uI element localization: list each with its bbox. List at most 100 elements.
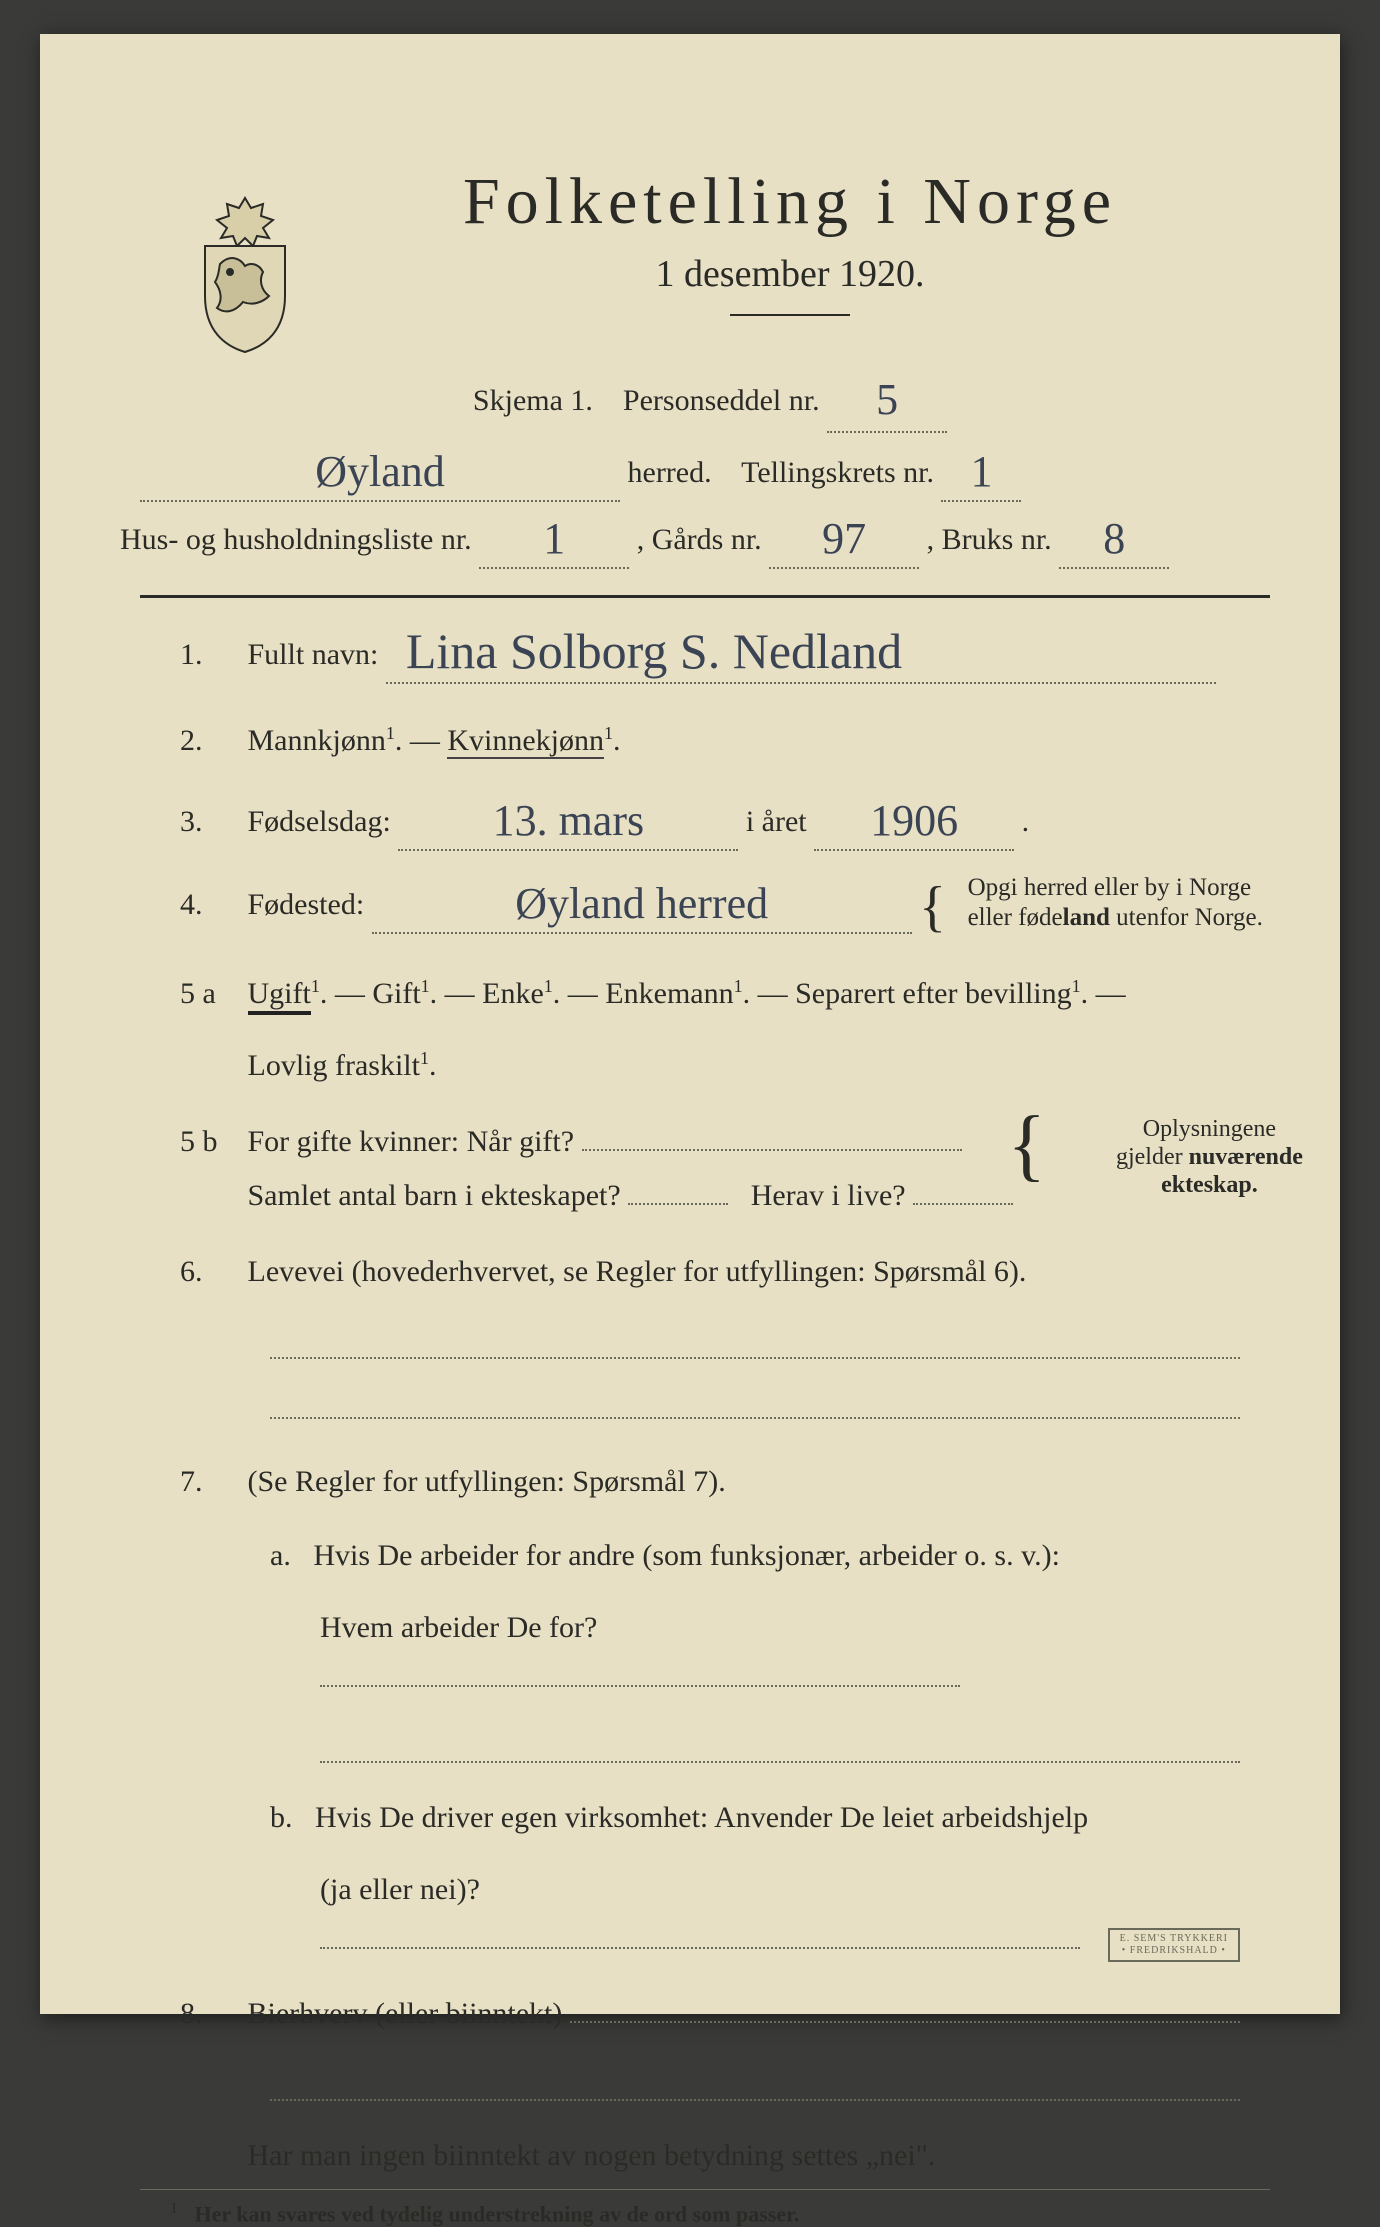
q7b-num: b. <box>270 1801 293 1834</box>
q5b-label-b: Samlet antal barn i ekteskapet? <box>248 1179 621 1212</box>
q4-row: 4. Fødested: Øyland herred { Opgi herred… <box>180 873 1240 937</box>
footer-text1: Har man ingen biinntekt av nogen betydni… <box>248 2139 936 2172</box>
q6-blank-2 <box>270 1399 1240 1419</box>
q4-label: Fødested: <box>248 888 365 921</box>
q7a-text2: Hvem arbeider De for? <box>320 1611 597 1644</box>
q6-row: 6. Levevei (hovederhvervet, se Regler fo… <box>180 1245 1240 1299</box>
q1-label: Fullt navn: <box>248 638 379 671</box>
q2-num: 2. <box>180 714 240 768</box>
q3-num: 3. <box>180 795 240 849</box>
q5b-num: 5 b <box>180 1115 240 1169</box>
q5a-d3: . — <box>553 977 606 1010</box>
gards-nr-value: 97 <box>822 512 866 566</box>
q2-sup-a: 1 <box>386 723 395 743</box>
q5a-sup6: 1 <box>420 1048 429 1068</box>
bruks-nr-field: 8 <box>1059 508 1169 569</box>
q5b-note-a: Oplysningene <box>1143 1116 1276 1142</box>
q7-num: 7. <box>180 1455 240 1509</box>
q5b-live-field <box>913 1203 1013 1205</box>
q7b-row: b. Hvis De driver egen virksomhet: Anven… <box>270 1793 1240 1843</box>
form-title: Folketelling i Norge <box>280 164 1300 240</box>
q5a-separert: Separert efter bevilling <box>795 977 1072 1010</box>
tellingskrets-label: Tellingskrets nr. <box>741 456 934 489</box>
q5a-sup1: 1 <box>311 976 320 996</box>
printer-stamp: E. SEM'S TRYKKERI • FREDRIKSHALD • <box>1108 1928 1240 1962</box>
hus-nr-field: 1 <box>479 508 629 569</box>
q8-field <box>570 2021 1240 2023</box>
q5a-enke: Enke <box>482 977 544 1010</box>
q3-label: Fødselsdag: <box>248 805 391 838</box>
q2-sup-b: 1 <box>604 723 613 743</box>
q8-row: 8. Bierhverv (eller biinntekt) <box>180 1987 1240 2041</box>
q2-mannkjonn: Mannkjønn <box>248 724 386 757</box>
personseddel-label: Personseddel nr. <box>623 384 820 417</box>
tellingskrets-field: 1 <box>941 441 1021 502</box>
q4-field: Øyland herred <box>372 873 912 934</box>
footnote-sup: 1 <box>170 2200 178 2217</box>
form-body: Folketelling i Norge 1 desember 1920. Sk… <box>120 104 1300 1994</box>
printer-b: • FREDRIKSHALD • <box>1122 1945 1226 1956</box>
skjema-label: Skjema 1. <box>473 384 593 417</box>
q3-year-field: 1906 <box>814 790 1014 851</box>
q4-note-a: Opgi herred eller by i Norge <box>968 874 1251 901</box>
q5a-d4: . — <box>743 977 796 1010</box>
q5b-gift-field <box>582 1149 962 1151</box>
q1-row: 1. Fullt navn: Lina Solborg S. Nedland <box>180 620 1240 684</box>
hus-nr-value: 1 <box>543 512 565 566</box>
q7a-num: a. <box>270 1539 291 1572</box>
q7b-text2: (ja eller nei)? <box>320 1873 480 1906</box>
q7a-row2: Hvem arbeider De for? <box>320 1603 1240 1703</box>
census-form-page: Folketelling i Norge 1 desember 1920. Sk… <box>40 34 1340 2014</box>
q5a-row2: Lovlig fraskilt1. <box>180 1031 1240 1093</box>
gards-label: , Gårds nr. <box>637 523 762 556</box>
q4-note-b: eller fødeland utenfor Norge. <box>968 904 1263 931</box>
q3-year-value: 1906 <box>870 794 958 848</box>
q8-blank <box>270 2081 1240 2101</box>
q6-label: Levevei (hovederhvervet, se Regler for u… <box>248 1255 1027 1288</box>
q7a-text1: Hvis De arbeider for andre (som funksjon… <box>313 1539 1060 1572</box>
q2-dash: — <box>410 724 448 757</box>
q5b-row: 5 b For gifte kvinner: Når gift? Samlet … <box>180 1115 1240 1223</box>
q2-kvinnekjonn: Kvinnekjønn <box>447 724 604 759</box>
q5a-sup3: 1 <box>544 976 553 996</box>
q4-brace-icon: { <box>919 877 946 937</box>
q5b-note-c: ekteskap. <box>1161 1172 1258 1198</box>
q6-num: 6. <box>180 1245 240 1299</box>
footnote-text: Her kan svares ved tydelig understreknin… <box>195 2201 800 2226</box>
q2-period-b: . <box>613 724 621 757</box>
q5a-num: 5 a <box>180 967 240 1021</box>
q1-field: Lina Solborg S. Nedland <box>386 620 1216 684</box>
q6-blank-1 <box>270 1339 1240 1359</box>
q7b-field <box>320 1947 1080 1949</box>
coat-of-arms-icon <box>190 194 300 354</box>
q5b-label-c: Herav i live? <box>751 1179 906 1212</box>
gards-nr-field: 97 <box>769 508 919 569</box>
title-underline <box>730 314 850 316</box>
q5b-note-b: gjelder nuværende <box>1116 1144 1303 1170</box>
meta-line-1: Skjema 1. Personseddel nr. 5 <box>170 366 1250 433</box>
q8-label: Bierhverv (eller biinntekt) <box>248 1997 563 2030</box>
header-separator-rule <box>140 595 1270 598</box>
q1-num: 1. <box>180 628 240 682</box>
q8-num: 8. <box>180 1987 240 2041</box>
form-subtitle: 1 desember 1920. <box>280 252 1300 296</box>
q5a-d1: . — <box>320 977 373 1010</box>
form-header: Folketelling i Norge 1 desember 1920. <box>180 164 1300 316</box>
q7a-blank <box>320 1743 1240 1763</box>
q2-row: 2. Mannkjønn1. — Kvinnekjønn1. <box>180 706 1240 768</box>
q5a-fraskilt: Lovlig fraskilt <box>248 1049 420 1082</box>
q1-value: Lina Solborg S. Nedland <box>406 624 902 678</box>
tellingskrets-value: 1 <box>970 445 992 499</box>
q7a-field <box>320 1685 960 1687</box>
q5b-label-a: For gifte kvinner: Når gift? <box>248 1125 575 1158</box>
q5b-brace-icon: { <box>1008 1115 1046 1175</box>
q5b-barn-field <box>628 1203 728 1205</box>
q7b-text1: Hvis De driver egen virksomhet: Anvender… <box>315 1801 1088 1834</box>
q5a-d2: . — <box>430 977 483 1010</box>
q7a-row: a. Hvis De arbeider for andre (som funks… <box>270 1531 1240 1581</box>
q5a-end: . <box>429 1049 437 1082</box>
q5a-sup5: 1 <box>1072 976 1081 996</box>
footnote-row: 1 Her kan svares ved tydelig understrekn… <box>170 2200 1250 2227</box>
printer-a: E. SEM'S TRYKKERI <box>1120 1933 1228 1944</box>
meta-line-2: Øyland herred. Tellingskrets nr. 1 <box>140 441 1240 502</box>
